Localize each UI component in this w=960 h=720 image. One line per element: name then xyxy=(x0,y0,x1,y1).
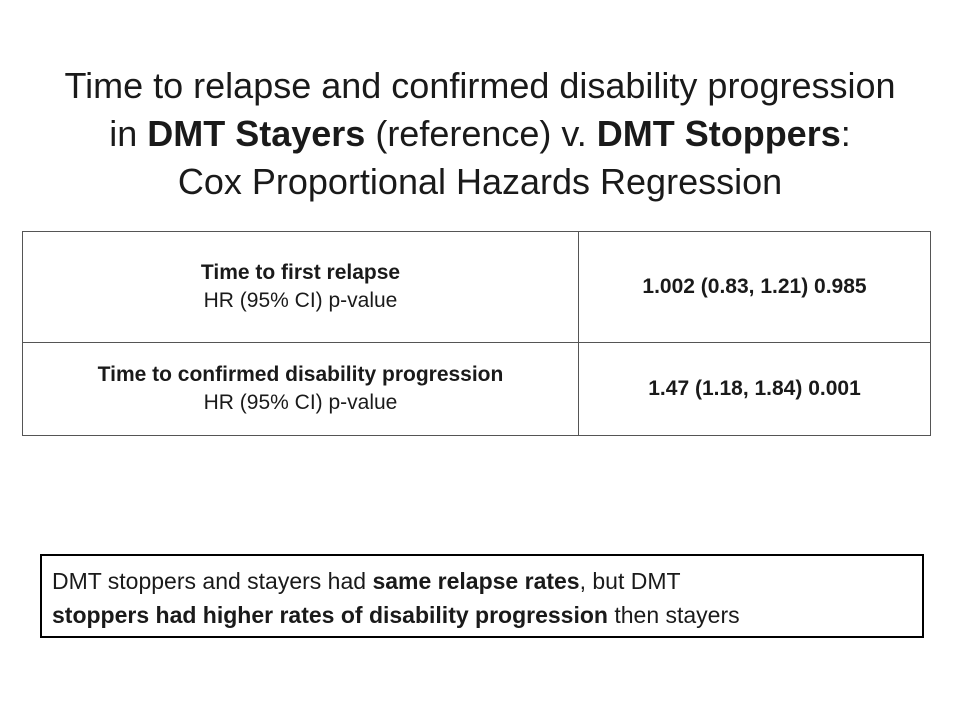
conclusion-line-1: DMT stoppers and stayers had same relaps… xyxy=(52,564,912,598)
slide-title: Time to relapse and confirmed disability… xyxy=(0,62,960,206)
conclusion-emphasis-1: same relapse rates xyxy=(372,568,580,594)
row-value-cell: 1.002 (0.83, 1.21) 0.985 xyxy=(578,231,931,343)
title-prefix: in xyxy=(109,113,148,155)
conclusion-emphasis-2: stoppers had higher rates of disability … xyxy=(52,602,608,628)
title-line-1: Time to relapse and confirmed disability… xyxy=(64,65,896,107)
title-middle: (reference) v. xyxy=(365,113,597,155)
row-sublabel: HR (95% CI) p-value xyxy=(203,391,398,414)
title-group-stayers: DMT Stayers xyxy=(147,113,366,155)
results-table: Time to first relapse HR (95% CI) p-valu… xyxy=(22,231,931,436)
row-sublabel: HR (95% CI) p-value xyxy=(203,289,398,312)
title-suffix: : xyxy=(840,113,851,155)
row-value: 1.002 (0.83, 1.21) 0.985 xyxy=(642,275,867,298)
conclusion-text-2: , but DMT xyxy=(579,568,681,594)
conclusion-line-2: stoppers had higher rates of disability … xyxy=(52,598,912,632)
conclusion-text-3: then stayers xyxy=(607,602,740,628)
title-line-2: in DMT Stayers (reference) v. DMT Stoppe… xyxy=(0,110,960,158)
conclusion-text-1: DMT stoppers and stayers had xyxy=(52,568,373,594)
conclusion-box: DMT stoppers and stayers had same relaps… xyxy=(40,554,924,638)
row-value: 1.47 (1.18, 1.84) 0.001 xyxy=(648,377,861,400)
row-label-cell: Time to confirmed disability progression… xyxy=(22,342,579,436)
table-row: Time to first relapse HR (95% CI) p-valu… xyxy=(22,231,931,343)
title-group-stoppers: DMT Stoppers xyxy=(596,113,841,155)
row-label-cell: Time to first relapse HR (95% CI) p-valu… xyxy=(22,231,579,343)
row-label: Time to confirmed disability progression xyxy=(97,363,504,386)
table-row: Time to confirmed disability progression… xyxy=(22,342,931,436)
row-label: Time to first relapse xyxy=(200,261,401,284)
row-value-cell: 1.47 (1.18, 1.84) 0.001 xyxy=(578,342,931,436)
title-line-3: Cox Proportional Hazards Regression xyxy=(177,161,783,203)
